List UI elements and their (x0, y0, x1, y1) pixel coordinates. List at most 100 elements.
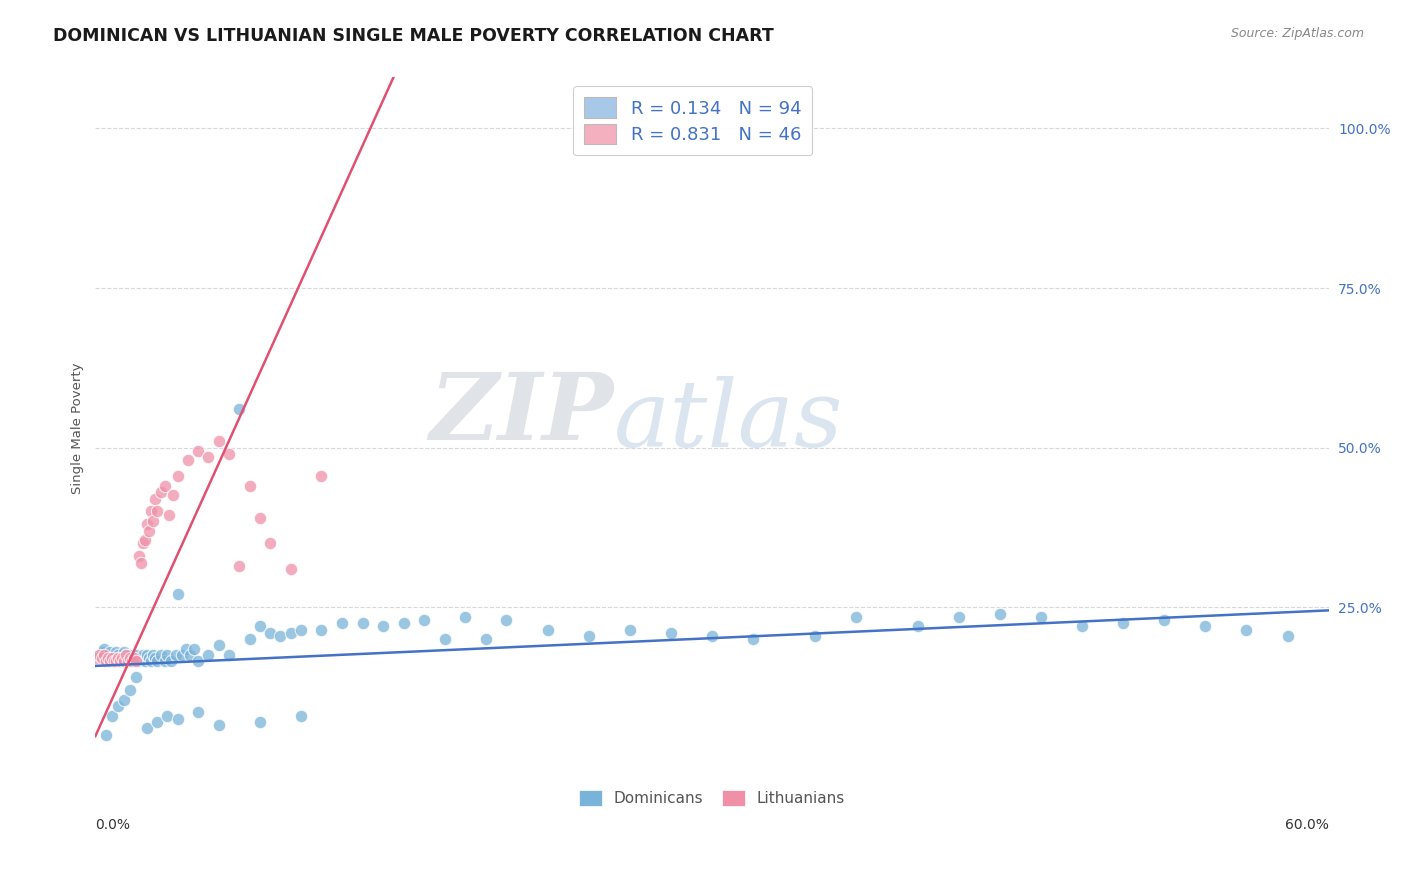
Point (352, 616, 374, 631)
Point (170, 648, 193, 662)
Text: ZIP: ZIP (429, 369, 613, 459)
Point (120, 683, 142, 698)
Point (97, 648, 120, 662)
Point (392, 616, 415, 631)
Point (146, 714, 169, 729)
Point (139, 504, 162, 518)
Point (578, 629, 600, 643)
Point (269, 629, 291, 643)
Point (238, 632, 260, 646)
Point (97, 651, 120, 665)
Point (1029, 609, 1052, 624)
Point (146, 504, 169, 518)
Point (107, 651, 129, 665)
Point (179, 648, 201, 662)
Point (108, 651, 131, 665)
Point (536, 623, 558, 637)
Point (104, 648, 127, 662)
Point (174, 641, 197, 656)
Point (121, 655, 143, 669)
Point (150, 648, 173, 662)
Point (131, 536, 153, 550)
Point (700, 629, 723, 643)
Point (988, 607, 1011, 621)
Point (1071, 619, 1094, 633)
Point (138, 651, 160, 665)
Point (1236, 623, 1258, 637)
Text: atlas: atlas (613, 376, 842, 467)
Point (197, 450, 219, 465)
Point (311, 623, 333, 637)
Point (93, 641, 115, 656)
Point (128, 655, 150, 669)
Point (94, 651, 117, 665)
Point (101, 655, 124, 669)
Point (120, 648, 142, 662)
Text: Source: ZipAtlas.com: Source: ZipAtlas.com (1230, 27, 1364, 40)
Point (135, 648, 157, 662)
Point (135, 722, 157, 736)
Point (155, 655, 177, 669)
Point (108, 655, 131, 669)
Point (103, 655, 125, 669)
Point (111, 651, 134, 665)
Point (177, 453, 200, 467)
Point (134, 655, 156, 669)
Point (117, 655, 139, 669)
Point (104, 645, 127, 659)
Legend: Dominicans, Lithuanians: Dominicans, Lithuanians (571, 783, 853, 814)
Point (120, 651, 142, 665)
Point (218, 447, 240, 461)
Point (86, 651, 108, 665)
Point (742, 632, 765, 646)
Point (495, 613, 517, 627)
Point (121, 655, 143, 669)
Point (160, 655, 183, 669)
Point (413, 613, 436, 627)
Text: DOMINICAN VS LITHUANIAN SINGLE MALE POVERTY CORRELATION CHART: DOMINICAN VS LITHUANIAN SINGLE MALE POVE… (53, 27, 775, 45)
Point (101, 708, 124, 723)
Point (115, 648, 138, 662)
Point (228, 558, 250, 573)
Point (90, 651, 112, 665)
Point (845, 609, 868, 624)
Point (197, 648, 219, 662)
Point (131, 648, 153, 662)
Point (1153, 613, 1175, 627)
Point (143, 651, 166, 665)
Point (280, 625, 302, 640)
Point (125, 655, 148, 669)
Point (129, 651, 152, 665)
Point (290, 708, 312, 723)
Point (115, 651, 138, 665)
Point (125, 648, 148, 662)
Point (157, 508, 180, 522)
Point (117, 651, 139, 665)
Point (93, 648, 115, 662)
Y-axis label: Single Male Poverty: Single Male Poverty (72, 363, 84, 494)
Point (948, 609, 970, 624)
Point (166, 587, 188, 601)
Point (187, 655, 209, 669)
Point (94, 728, 117, 742)
Point (134, 533, 156, 548)
Point (280, 562, 302, 576)
Point (249, 511, 271, 525)
Point (165, 648, 187, 662)
Text: 60.0%: 60.0% (1285, 818, 1329, 832)
Point (94, 655, 117, 669)
Point (112, 692, 135, 706)
Text: 0.0%: 0.0% (96, 818, 131, 832)
Point (1194, 619, 1216, 633)
Point (187, 706, 209, 720)
Point (371, 619, 394, 633)
Point (208, 639, 231, 653)
Point (124, 651, 146, 665)
Point (98, 645, 121, 659)
Point (104, 655, 127, 669)
Point (259, 625, 281, 640)
Point (433, 632, 456, 646)
Point (143, 491, 166, 506)
Point (112, 655, 135, 669)
Point (907, 619, 929, 633)
